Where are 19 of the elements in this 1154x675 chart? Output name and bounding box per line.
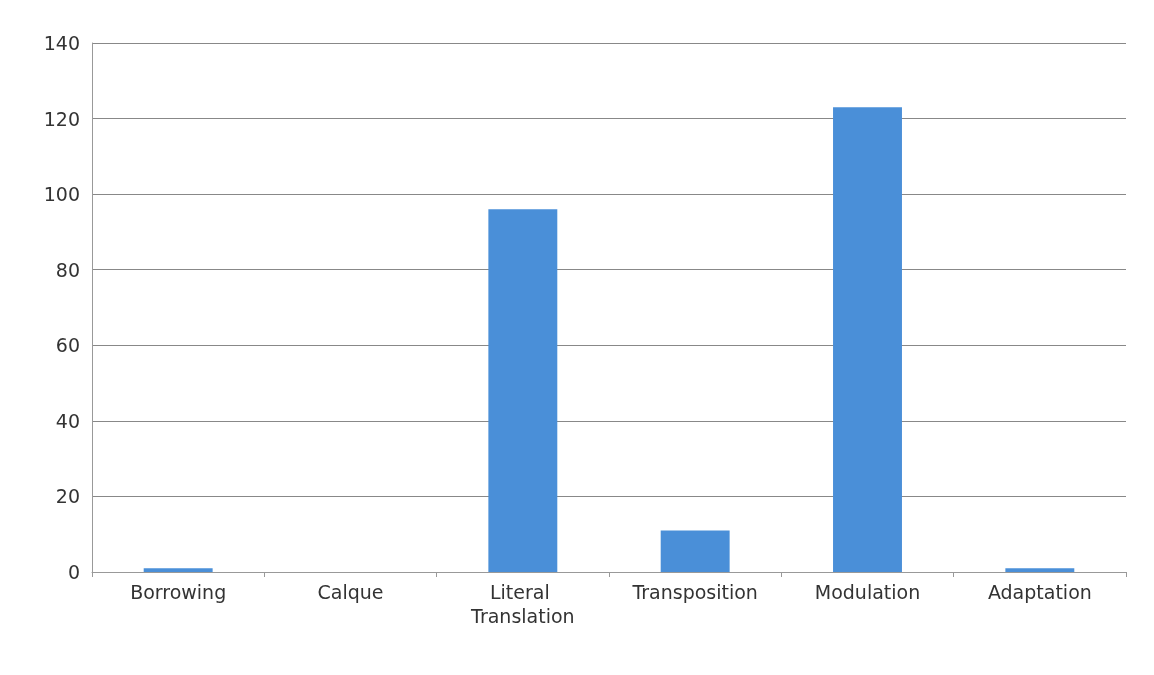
x-tick-label: Calque: [317, 581, 384, 603]
bar: [1005, 568, 1075, 572]
x-tick-label: Adaptation: [987, 581, 1092, 603]
x-tick-label: Transposition: [631, 581, 758, 603]
y-tick-label: 60: [55, 334, 80, 357]
y-tick-label: 100: [43, 183, 80, 206]
y-tick-label: 40: [55, 409, 80, 432]
y-tick-label: 140: [43, 32, 80, 54]
y-tick-label: 120: [43, 107, 80, 130]
x-tick-label: Borrowing: [130, 581, 227, 603]
x-tick-label: Modulation: [814, 581, 921, 603]
y-tick-label: 80: [55, 258, 80, 281]
bar: [660, 530, 730, 572]
y-tick-label: 20: [55, 485, 80, 508]
y-tick-label: 0: [67, 561, 80, 583]
x-tick-label: Literal Translation: [470, 581, 575, 627]
bar: [143, 568, 213, 572]
bar: [833, 107, 902, 572]
bar: [488, 209, 558, 572]
